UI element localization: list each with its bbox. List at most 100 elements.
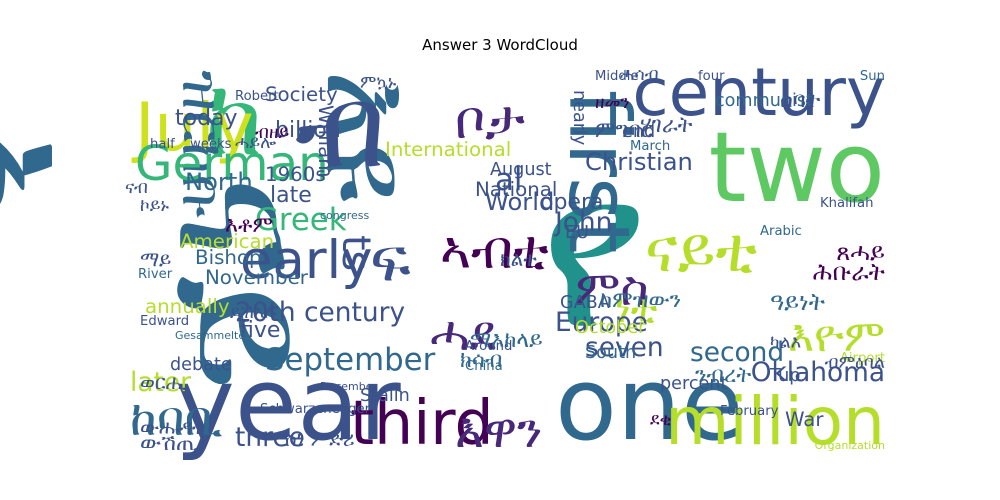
word: Robert — [235, 89, 279, 104]
word: opera — [540, 190, 604, 215]
word: today — [175, 106, 238, 131]
word: end — [622, 122, 656, 142]
word: Oklahoma — [750, 357, 885, 388]
word: እዮም — [787, 311, 885, 362]
word: late — [270, 183, 312, 208]
word: Greek — [255, 202, 347, 238]
word: ኣብቲ — [440, 220, 549, 281]
word: year — [175, 344, 401, 463]
word: ብምዕባል — [824, 353, 885, 373]
word: August — [490, 160, 552, 180]
word: Bishop — [195, 246, 262, 269]
word: Arabic — [760, 224, 802, 239]
word: እቶም — [225, 213, 274, 238]
word: ሃገራት — [640, 113, 693, 138]
word: ነቲ — [615, 286, 658, 332]
word: March — [630, 139, 671, 154]
word: ደቂ — [650, 410, 672, 430]
word: February — [720, 404, 779, 419]
word: ሰባት — [780, 88, 821, 113]
word: ናይቲ — [645, 214, 758, 286]
word: annually — [145, 295, 230, 318]
word: Society — [265, 83, 338, 106]
word: German — [135, 136, 329, 192]
word: ማእከላይ — [470, 328, 543, 353]
word: Organization — [814, 439, 885, 452]
word: five — [240, 318, 281, 343]
word: ናብ — [125, 178, 149, 198]
word: Schwarzenegger — [260, 402, 371, 417]
word: two — [708, 111, 885, 224]
word: ከባቢ — [130, 391, 223, 447]
word: seven — [585, 332, 664, 363]
word: ካልእ — [770, 333, 802, 353]
word: al — [495, 162, 523, 198]
word: ይኽእሉ — [230, 303, 277, 323]
word: ውሽጢ — [140, 431, 199, 456]
word: 1960s — [265, 163, 326, 186]
word: ከ — [205, 56, 264, 179]
word: ብ — [295, 60, 386, 193]
chart-title: Answer 3 WordCloud — [422, 36, 578, 54]
word: GABA — [560, 293, 610, 313]
word: World — [485, 188, 555, 216]
word: ሓሳብ — [620, 65, 659, 85]
word: Middle — [595, 69, 639, 84]
word: early — [240, 230, 373, 291]
word: ምግባር — [595, 118, 654, 143]
word: Khalifah — [820, 196, 874, 211]
word: ስነ ምድሪ — [285, 428, 355, 451]
word: million — [665, 383, 885, 460]
word: War — [785, 408, 824, 431]
word: Stalin — [360, 386, 410, 406]
word: one — [555, 344, 744, 463]
word: December — [320, 380, 378, 393]
word: Sun — [859, 69, 885, 84]
word: four — [698, 69, 725, 84]
word: International — [385, 138, 512, 161]
word: percent — [660, 374, 728, 394]
word: North — [185, 168, 253, 196]
word: ሕቡራት — [812, 258, 885, 286]
word: ሓይሎ — [235, 133, 277, 153]
word: ውሑዳት — [140, 416, 206, 439]
word: November — [205, 266, 308, 289]
word: ማይ — [140, 248, 172, 271]
word: South — [585, 343, 637, 363]
word: ts — [333, 235, 379, 272]
word: ዘመን — [595, 93, 630, 113]
word: weeks — [190, 137, 232, 152]
word: ብዘይ — [255, 123, 290, 143]
word: ምኳኑ — [360, 73, 397, 93]
word: ከምዝውን — [600, 288, 682, 313]
word: third — [350, 387, 494, 460]
word: 20th century — [235, 297, 406, 328]
word: ኣ — [0, 120, 122, 233]
word: ምስ — [575, 261, 649, 317]
word: EU — [565, 223, 589, 243]
word: River — [138, 267, 173, 282]
word: communist — [715, 91, 813, 111]
word: later — [130, 367, 191, 398]
word: China — [465, 359, 503, 374]
word: John — [555, 207, 613, 238]
word: September — [265, 342, 436, 378]
word: nearly — [569, 90, 589, 146]
word: ንብረት — [695, 363, 752, 388]
word: second — [690, 337, 785, 368]
word: National — [475, 178, 558, 201]
word: half — [150, 137, 175, 152]
word: billion — [275, 118, 341, 143]
word: Christian — [585, 148, 693, 176]
word: congress — [320, 209, 370, 222]
word: three — [235, 422, 305, 453]
word: Europe — [555, 307, 648, 338]
word: century — [632, 54, 885, 131]
word: ቦታ — [455, 90, 525, 151]
word: debate — [170, 355, 232, 375]
word: July — [135, 89, 254, 166]
word: Gesammelte — [175, 329, 246, 342]
word: ፍ — [370, 224, 411, 296]
word: ሓደ — [430, 306, 496, 362]
